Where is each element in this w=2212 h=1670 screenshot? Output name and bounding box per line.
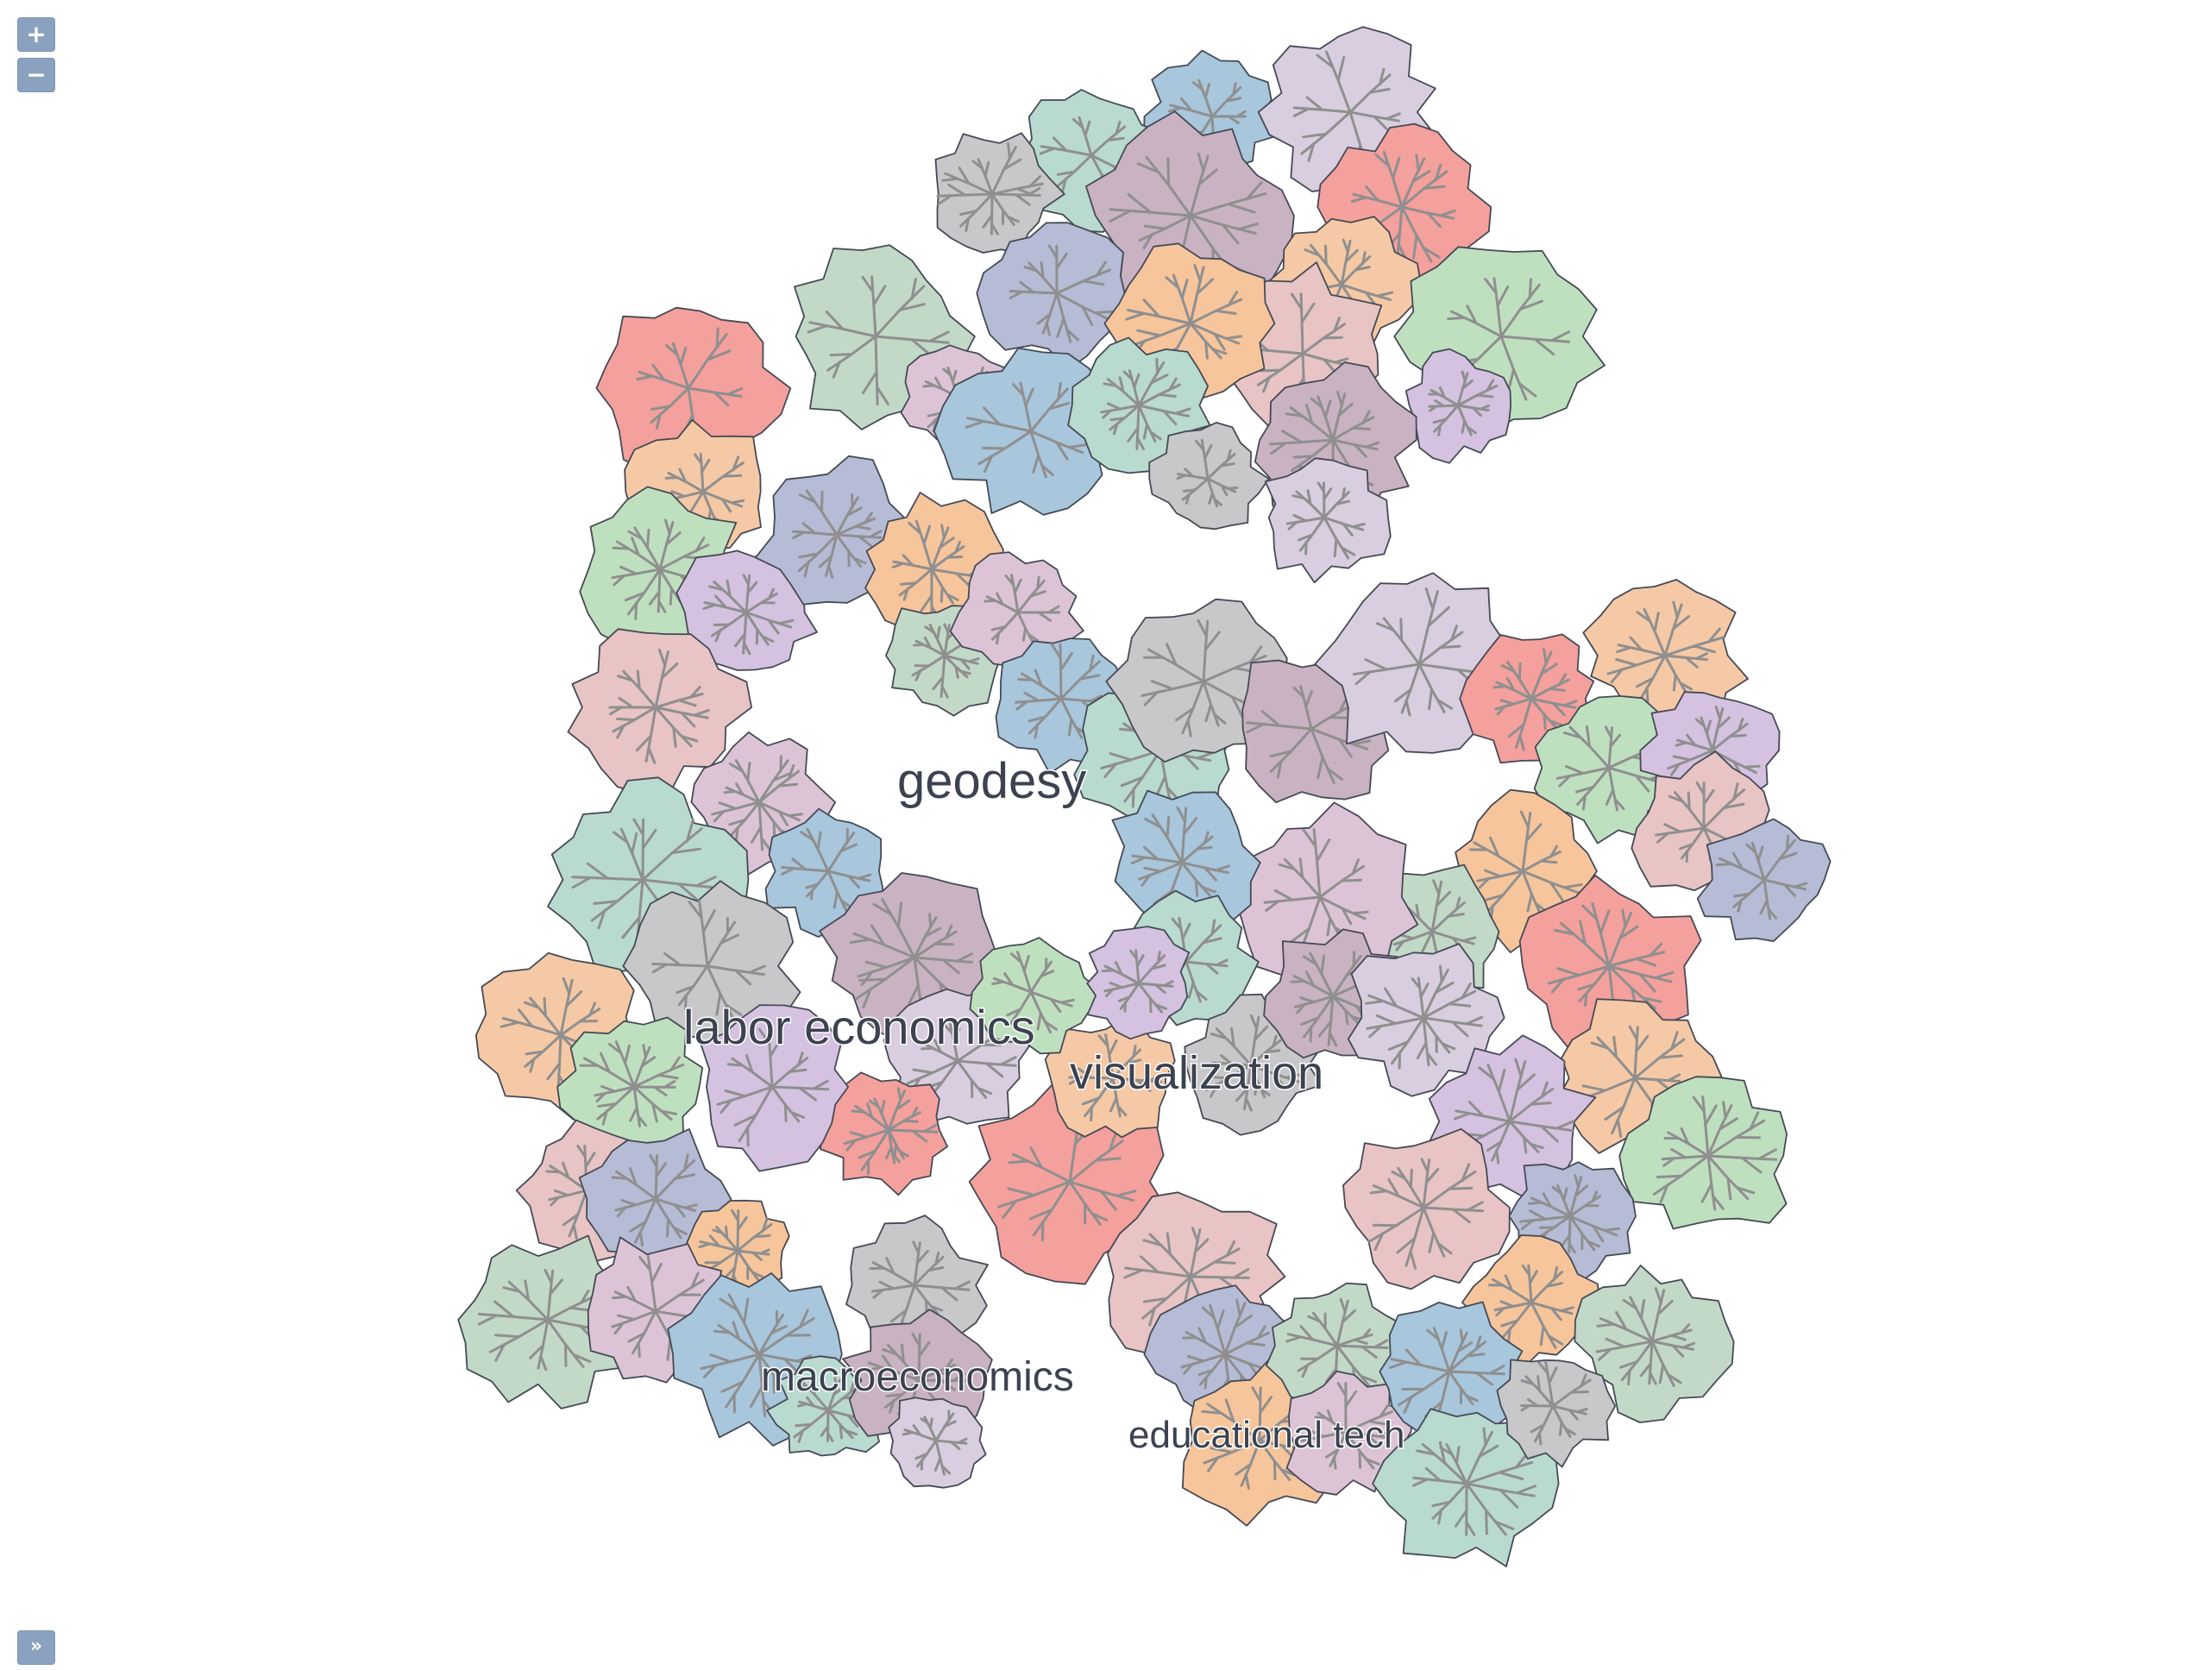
- map-label-visualization: visualization: [1070, 1047, 1323, 1099]
- region-tree-lines: [1715, 834, 1808, 920]
- region-tree-lines: [902, 1409, 968, 1476]
- map-label-geodesy: geodesy: [897, 753, 1086, 809]
- region-tree-lines: [1365, 964, 1484, 1070]
- region-tree-lines: [1428, 370, 1499, 436]
- map-labels: geodesy labor economics visualization ma…: [682, 752, 1406, 1458]
- map-label-educational-tech: educational tech: [1128, 1414, 1404, 1456]
- region-tree-lines: [1300, 1382, 1393, 1470]
- region-tree-lines: [781, 827, 872, 913]
- region-tree-lines: [1009, 244, 1114, 343]
- region-tree-lines: [1488, 1264, 1574, 1349]
- region-tree-lines: [608, 649, 710, 764]
- region-tree-lines: [1205, 1014, 1302, 1112]
- region-tree-lines: [611, 518, 710, 620]
- region-tree-lines: [1246, 685, 1372, 784]
- region-tree-lines: [1492, 648, 1578, 751]
- region-tree-lines: [1652, 1095, 1778, 1211]
- region-tree-lines: [1606, 600, 1725, 704]
- region-tree-lines: [698, 1209, 773, 1285]
- map-label-macroeconomics: macroeconomics: [761, 1354, 1074, 1400]
- map-regions: [457, 26, 1832, 1567]
- map-region[interactable]: [969, 937, 1103, 1055]
- region-tree-lines: [1285, 481, 1366, 560]
- region-tree-lines: [651, 900, 766, 1020]
- region-tree-lines: [1180, 1298, 1278, 1402]
- region-tree-lines: [983, 574, 1061, 645]
- region-tree-lines: [906, 1022, 1017, 1108]
- zoom-out-button[interactable]: −: [17, 58, 55, 92]
- expand-panel-button[interactable]: »: [17, 1630, 55, 1665]
- region-tree-lines: [936, 141, 1044, 235]
- region-tree-lines: [792, 489, 883, 579]
- region-tree-lines: [843, 1087, 939, 1176]
- region-tree-lines: [1519, 1174, 1620, 1254]
- region-tree-lines: [1520, 1360, 1592, 1446]
- region-tree-lines: [700, 1293, 815, 1417]
- map-region[interactable]: [1264, 457, 1392, 584]
- region-tree-lines: [990, 951, 1075, 1033]
- region-tree-lines: [1101, 949, 1174, 1014]
- region-tree-lines: [1367, 1158, 1485, 1270]
- region-tree-lines: [1100, 357, 1191, 450]
- map-region[interactable]: [976, 222, 1128, 371]
- region-tree-lines: [1176, 438, 1239, 508]
- region-tree-lines: [716, 1027, 830, 1147]
- region-tree-lines: [965, 381, 1087, 479]
- region-tree-lines: [711, 755, 803, 851]
- region-tree-lines: [849, 898, 975, 1012]
- region-tree-lines: [1263, 827, 1369, 962]
- region-tree-lines: [702, 574, 795, 656]
- region-tree-lines: [1411, 1427, 1537, 1536]
- region-tree-lines: [869, 1240, 971, 1337]
- region-tree-lines: [1454, 1058, 1575, 1165]
- map-label-labor-economics: labor economics: [683, 1000, 1035, 1054]
- region-tree-lines: [611, 1153, 698, 1247]
- region-tree-lines: [1595, 1287, 1696, 1388]
- zoom-in-button[interactable]: +: [17, 17, 55, 52]
- region-tree-lines: [579, 1040, 685, 1127]
- region-tree-lines: [1015, 643, 1103, 739]
- region-tree-lines: [1468, 810, 1583, 925]
- region-tree-lines: [1068, 1033, 1163, 1121]
- region-tree-lines: [807, 275, 950, 405]
